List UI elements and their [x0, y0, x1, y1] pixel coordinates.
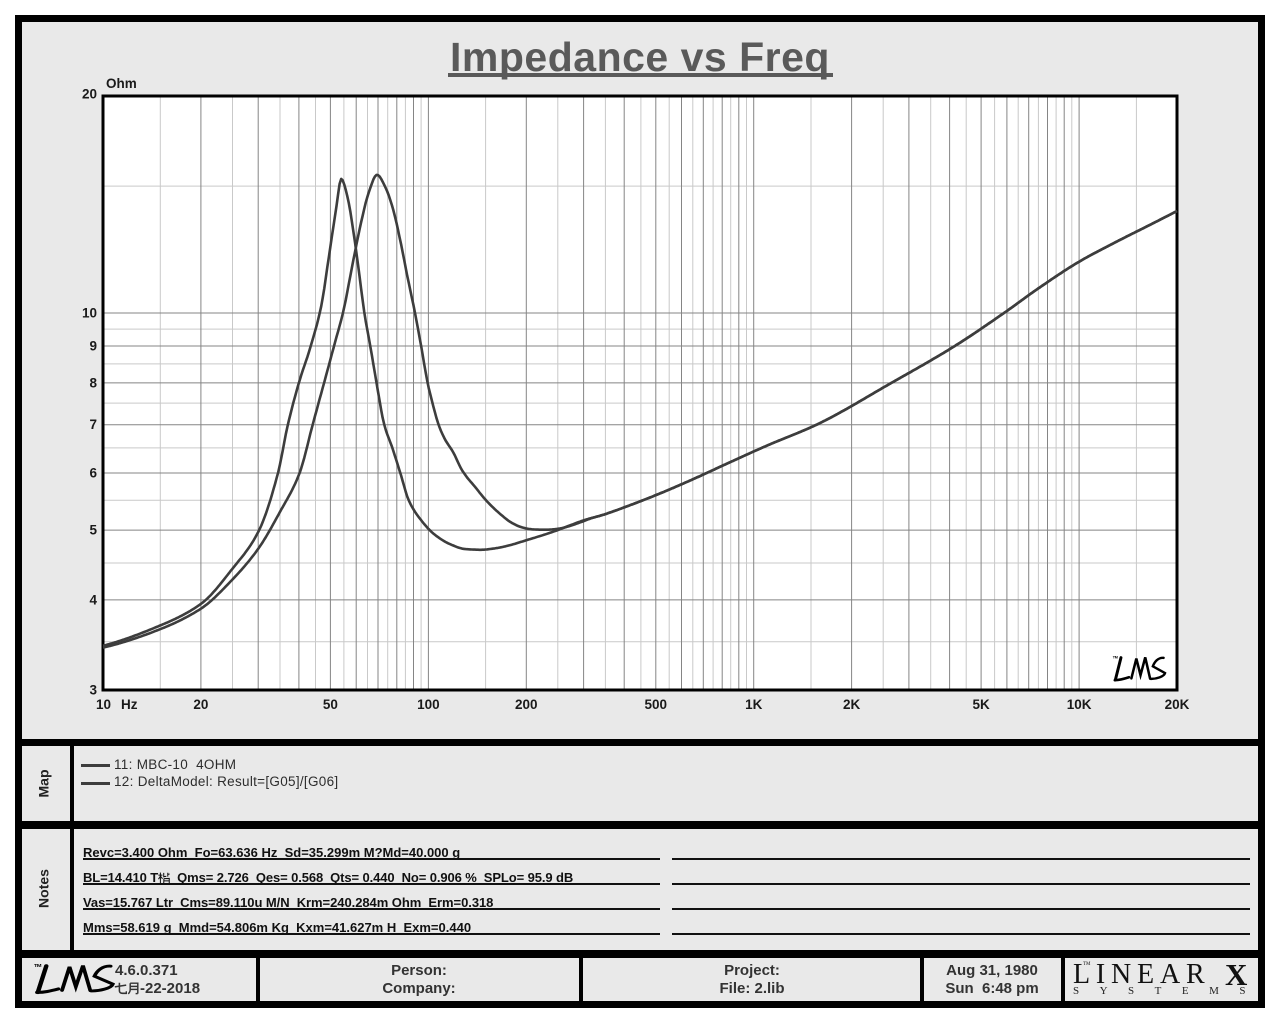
svg-text:500: 500	[645, 697, 668, 712]
svg-text:200: 200	[515, 697, 538, 712]
svg-text:20: 20	[82, 87, 97, 102]
svg-text:10: 10	[82, 306, 97, 321]
svg-text:100: 100	[417, 697, 440, 712]
svg-text:1K: 1K	[745, 697, 763, 712]
svg-text:3: 3	[89, 683, 97, 698]
svg-text:9: 9	[89, 339, 97, 354]
svg-text:20K: 20K	[1165, 697, 1190, 712]
svg-text:50: 50	[323, 697, 338, 712]
svg-text:10: 10	[96, 697, 111, 712]
svg-text:5K: 5K	[972, 697, 990, 712]
svg-text:10K: 10K	[1067, 697, 1092, 712]
svg-text:20: 20	[193, 697, 208, 712]
svg-text:6: 6	[89, 466, 97, 481]
svg-text:4: 4	[89, 592, 97, 607]
svg-text:Ohm: Ohm	[106, 76, 137, 91]
svg-text:7: 7	[89, 417, 97, 432]
svg-text:Hz: Hz	[121, 697, 138, 712]
svg-text:2K: 2K	[843, 697, 861, 712]
svg-text:5: 5	[89, 523, 97, 538]
svg-text:8: 8	[89, 375, 97, 390]
